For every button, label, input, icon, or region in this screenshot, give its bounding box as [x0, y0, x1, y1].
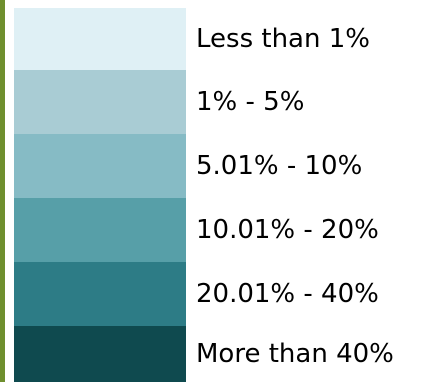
legend-label-5-01-to-10-percent: 5.01% - 10%: [196, 151, 363, 181]
legend-label-less-than-1-percent: Less than 1%: [196, 24, 370, 54]
legend-row-5: 20.01% - 40%: [0, 262, 433, 326]
left-accent-border: [0, 0, 5, 386]
legend-swatch-more-than-40-percent: [14, 326, 186, 382]
legend-label-10-01-to-20-percent: 10.01% - 20%: [196, 215, 379, 245]
legend-row-6: More than 40%: [0, 326, 433, 382]
legend-label-20-01-to-40-percent: 20.01% - 40%: [196, 279, 379, 309]
legend-row-4: 10.01% - 20%: [0, 198, 433, 262]
legend-row-3: 5.01% - 10%: [0, 134, 433, 198]
legend-row-2: 1% - 5%: [0, 70, 433, 134]
legend-swatch-less-than-1-percent: [14, 8, 186, 70]
legend-swatch-10-01-to-20-percent: [14, 198, 186, 262]
legend-swatch-5-01-to-10-percent: [14, 134, 186, 198]
legend-swatch-20-01-to-40-percent: [14, 262, 186, 326]
legend-row-1: Less than 1%: [0, 8, 433, 70]
legend-label-1-to-5-percent: 1% - 5%: [196, 87, 305, 117]
legend-label-more-than-40-percent: More than 40%: [196, 339, 394, 369]
bottom-white-border: [0, 382, 433, 386]
legend-swatch-1-to-5-percent: [14, 70, 186, 134]
